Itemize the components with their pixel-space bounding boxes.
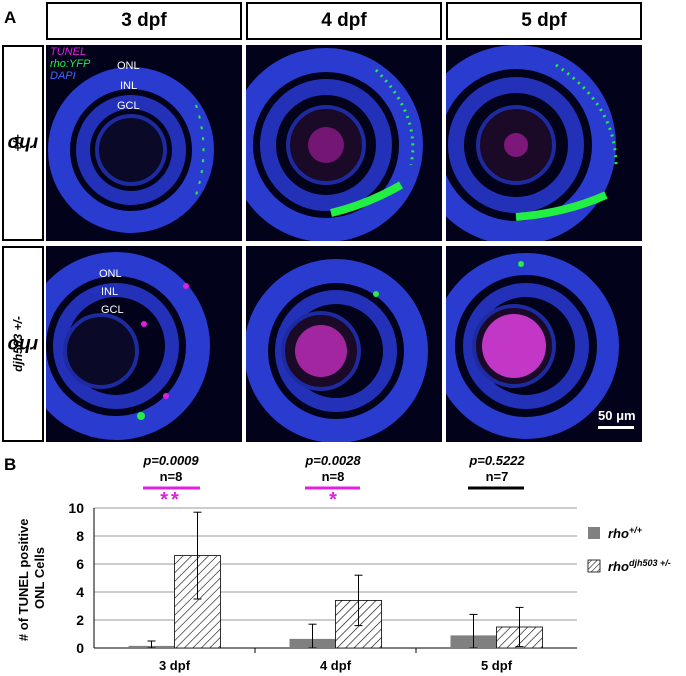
y-tick-label-3: 6 bbox=[76, 556, 84, 572]
micrograph-wt-5dpf bbox=[446, 45, 642, 241]
y-tick-label-1: 2 bbox=[76, 612, 84, 628]
layer-label-inl-mutant: INL bbox=[101, 286, 119, 298]
legend-rho-yfp: rho:YFP bbox=[50, 58, 91, 70]
tunel-bar-chart: B 0 2 4 6 8 10 3 dpf 4 dpf 5 dpf # of TUNEL pos… bbox=[4, 453, 671, 673]
x-tick-labels: 3 dpf 4 dpf 5 dpf bbox=[159, 658, 513, 673]
scale-bar-label: 50 μm bbox=[598, 408, 636, 423]
x-tick-label-2: 5 dpf bbox=[481, 658, 513, 673]
legend-dapi: DAPI bbox=[50, 70, 76, 82]
layer-label-gcl: GCL bbox=[117, 100, 140, 112]
micrograph-mut-4dpf bbox=[246, 246, 442, 442]
row-header-wildtype: rho +/+ bbox=[2, 45, 44, 241]
layer-label-gcl-mutant: GCL bbox=[101, 304, 124, 316]
row-label-wildtype-base: rho bbox=[7, 133, 39, 155]
legend-swatch-mutant bbox=[587, 559, 601, 573]
y-tick-label-5: 10 bbox=[68, 500, 84, 516]
column-header-5dpf: 5 dpf bbox=[446, 2, 642, 40]
row-label-mutant-base: rho bbox=[7, 334, 39, 355]
x-tick-label-0: 3 dpf bbox=[159, 658, 191, 673]
stars-4dpf: * bbox=[329, 489, 337, 511]
y-tick-labels: 0 2 4 6 8 10 bbox=[68, 500, 84, 656]
legend-label-mutant: rhodjh503 +/- bbox=[608, 558, 671, 574]
legend-tunel: TUNEL bbox=[50, 46, 87, 58]
layer-label-onl-mutant: ONL bbox=[99, 268, 122, 280]
n-value-5dpf: n=7 bbox=[486, 469, 509, 484]
legend-label-wildtype: rho+/+ bbox=[608, 525, 643, 541]
p-value-4dpf: p=0.0028 bbox=[304, 453, 361, 468]
column-header-4dpf: 4 dpf bbox=[246, 2, 442, 40]
legend-swatch-wildtype bbox=[588, 527, 600, 539]
x-tick-label-1: 4 dpf bbox=[320, 658, 352, 673]
n-value-3dpf: n=8 bbox=[160, 469, 183, 484]
significance-3dpf: p=0.0009 n=8 ** bbox=[142, 453, 200, 511]
row-header-mutant: rho djh503 +/- bbox=[2, 246, 44, 442]
micrograph-wt-3dpf bbox=[46, 45, 242, 241]
panel-letter-b: B bbox=[4, 455, 16, 474]
y-tick-label-4: 8 bbox=[76, 528, 84, 544]
y-tick-label-0: 0 bbox=[76, 640, 84, 656]
panel-letter-a: A bbox=[4, 8, 17, 27]
y-axis-label-line-2: ONL Cells bbox=[32, 547, 47, 609]
p-value-5dpf: p=0.5222 bbox=[468, 453, 525, 468]
scale-bar bbox=[598, 426, 634, 429]
significance-5dpf: p=0.5222 n=7 bbox=[468, 453, 525, 490]
p-value-3dpf: p=0.0009 bbox=[142, 453, 199, 468]
micrograph-wt-4dpf bbox=[246, 45, 442, 241]
y-tick-label-2: 4 bbox=[76, 584, 84, 600]
significance-4dpf: p=0.0028 n=8 * bbox=[304, 453, 361, 511]
stars-3dpf: ** bbox=[160, 489, 182, 511]
y-axis-label-line-1: # of TUNEL positive bbox=[16, 519, 31, 642]
bars bbox=[128, 511, 543, 649]
micrograph-mut-3dpf bbox=[46, 246, 242, 442]
chart-legend: rho+/+ rhodjh503 +/- bbox=[587, 525, 671, 574]
layer-label-inl: INL bbox=[120, 80, 138, 92]
column-header-3dpf: 3 dpf bbox=[46, 2, 242, 40]
layer-label-onl: ONL bbox=[117, 60, 140, 72]
y-axis-label: # of TUNEL positive ONL Cells bbox=[16, 515, 47, 641]
n-value-4dpf: n=8 bbox=[322, 469, 345, 484]
micrograph-mut-5dpf bbox=[446, 246, 642, 442]
